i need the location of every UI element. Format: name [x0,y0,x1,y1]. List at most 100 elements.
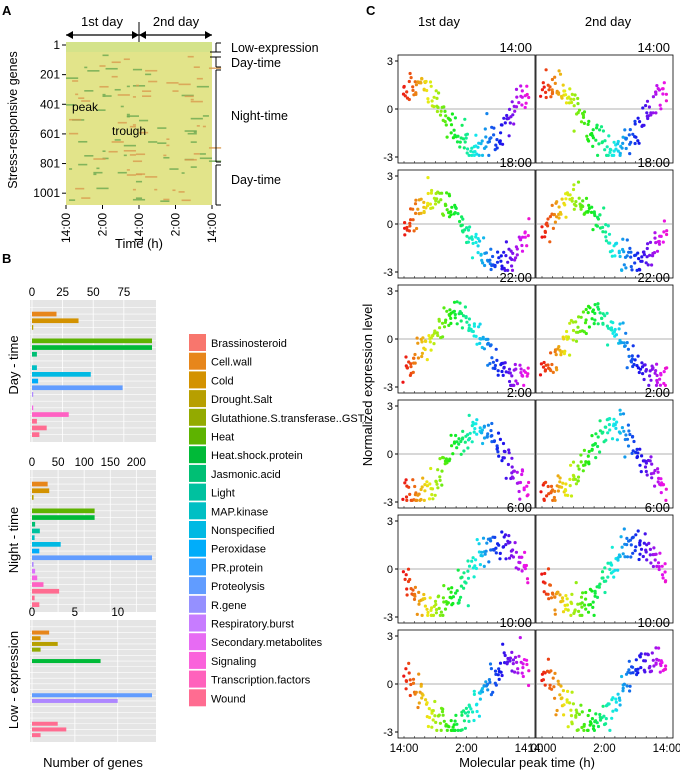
scatter-point [486,363,490,367]
bar-cold [32,488,50,494]
bar-signaling [32,418,37,424]
bar-proteolysis [32,392,34,397]
scatter-point [475,342,479,346]
scatter-point [584,597,588,601]
scatter-point [576,96,580,101]
scatter-point [611,331,615,335]
scatter-x-tick-label: 2:00 [455,743,477,755]
scatter-point [653,231,657,235]
scatter-point [481,335,485,339]
scatter-point [572,129,576,133]
scatter-point [405,90,409,94]
scatter-point [646,263,650,267]
scatter-point [436,486,440,490]
heatmap-cell [196,85,209,88]
scatter-facet-time: 2:00 [645,385,670,400]
scatter-point [600,141,604,145]
scatter-point [596,435,600,439]
scatter-point [416,356,420,360]
scatter-point [429,348,433,352]
scatter-point [586,728,590,733]
scatter-point [565,603,570,607]
scatter-point [634,658,638,662]
scatter-point [475,152,479,156]
scatter-point [519,367,523,371]
scatter-point [542,498,546,502]
bar-jasmonic-acid [32,521,36,527]
scatter-point [478,426,482,430]
scatter-point [628,432,632,437]
scatter-point [548,85,552,89]
scatter-point [415,498,419,502]
scatter-point [435,109,439,114]
scatter-point [568,353,572,357]
scatter-point [550,687,554,691]
scatter-point [455,140,460,144]
scatter-point [476,237,480,241]
scatter-point [426,201,430,205]
legend-label: Heat.shock.protein [211,450,303,462]
scatter-point [428,202,432,206]
scatter-point [585,134,589,138]
scatter-point [498,557,502,561]
scatter-y-tick-label: 3 [387,631,393,643]
scatter-point [577,712,582,717]
scatter-point [645,111,649,115]
scatter-point [610,249,614,253]
scatter-point [573,608,577,612]
scatter-point [580,605,584,609]
scatter-point [622,429,626,433]
scatter-point [642,253,647,257]
bar-heat [32,508,95,514]
scatter-point [649,378,653,382]
legend-label: Respiratory.burst [211,619,294,631]
scatter-point [401,380,405,384]
scatter-point [565,191,570,195]
scatter-point [434,602,438,607]
scatter-point [499,259,503,263]
scatter-point [439,109,443,113]
scatter-point [477,714,481,718]
scatter-point [663,366,668,370]
bar-chart-title: Night - time [6,507,21,573]
scatter-point [602,714,606,718]
scatter-point [485,541,489,545]
scatter-point [581,469,585,473]
scatter-point [483,552,487,556]
scatter-point [516,671,520,675]
scatter-point [424,206,428,210]
scatter-point [643,465,648,469]
heatmap-cell [114,88,121,91]
heatmap-cell [99,65,106,67]
heatmap-cell [160,200,170,203]
scatter-point [604,235,608,239]
bar-drought-salt [32,325,34,330]
scatter-point [631,132,635,136]
scatter-point [510,268,515,272]
scatter-point [659,491,663,495]
scatter-point [432,95,436,99]
scatter-point [593,594,597,598]
heatmap-cell [169,168,179,170]
scatter-point [547,597,551,601]
scatter-point [470,146,474,150]
scatter-point [629,543,633,547]
scatter-point [466,710,471,714]
scatter-point [583,463,587,467]
scatter-point [656,470,660,474]
scatter-point [592,443,596,447]
scatter-point [564,215,568,219]
scatter-point [504,557,508,561]
scatter-point [587,325,592,329]
scatter-point [449,590,453,594]
heatmap-cell [84,90,94,92]
scatter-point [636,354,640,358]
scatter-point [603,425,607,429]
scatter-point [613,568,617,572]
scatter-point [606,575,610,579]
scatter-point [542,590,546,594]
scatter-point [591,128,595,132]
scatter-point [407,79,411,84]
scatter-point [429,191,433,195]
scatter-point [442,600,446,604]
